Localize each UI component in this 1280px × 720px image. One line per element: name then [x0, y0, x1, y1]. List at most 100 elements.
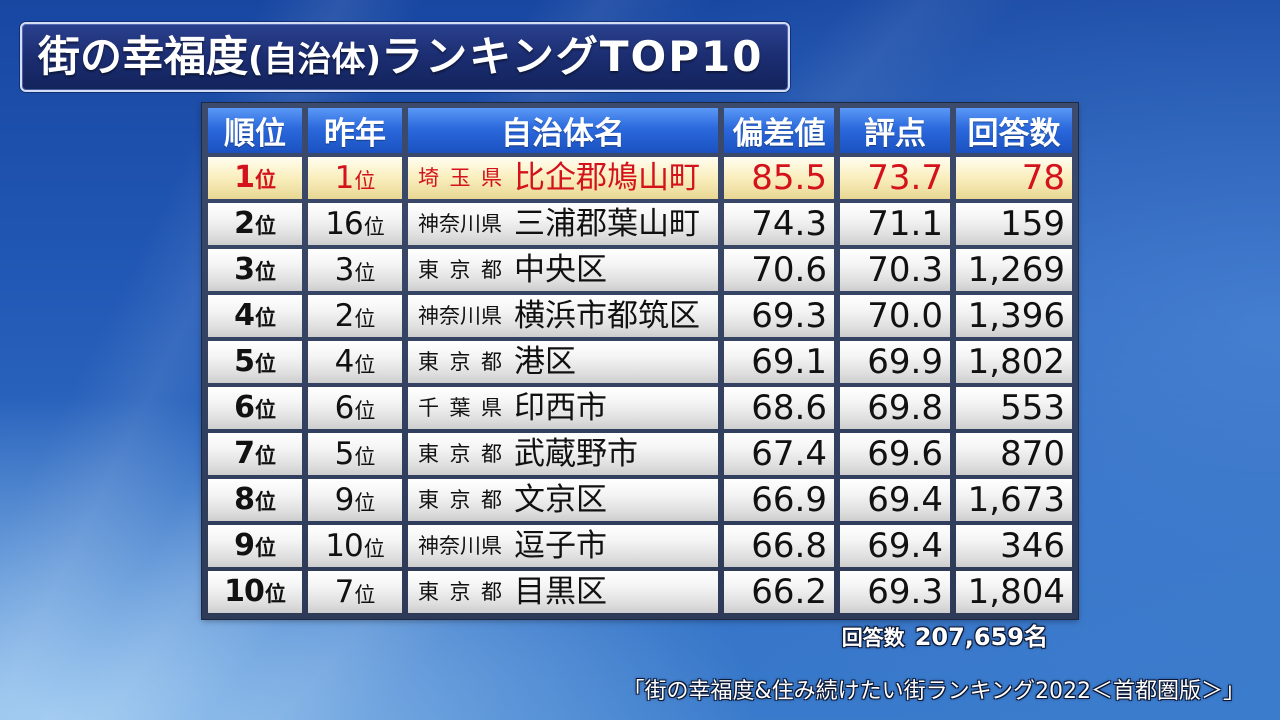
deviation-cell: 69.3	[724, 295, 834, 337]
rank-cell: 7位	[208, 433, 302, 475]
prefecture-name: 埼玉県	[418, 165, 502, 190]
last-year-rank-label: 4位	[335, 346, 376, 378]
last-year-rank-label: 7位	[334, 573, 376, 610]
last-year-number: 1	[334, 159, 355, 196]
prefecture-name: 千葉県	[418, 395, 502, 420]
rank-label: 4位	[234, 301, 276, 331]
responses-value: 1,396	[967, 296, 1065, 336]
table-row: 2位 16位 神奈川県 三浦郡葉山町 74.3 71.1 159	[208, 203, 1072, 245]
responses-value: 553	[1000, 388, 1065, 428]
responses-value: 1,802	[967, 342, 1065, 382]
prefecture-name: 東京都	[418, 441, 502, 466]
last-year-number: 10	[325, 527, 363, 564]
rank-suffix: 位	[264, 582, 286, 606]
table-row: 10位 7位 東京都 目黒区 66.2 69.3 1,804	[208, 571, 1072, 613]
municipality-cell: 神奈川県 逗子市	[408, 525, 718, 567]
last-year-rank-label: 1位	[334, 159, 376, 196]
deviation-value: 85.5	[751, 158, 827, 198]
table-row: 7位 5位 東京都 武蔵野市 67.4 69.6 870	[208, 433, 1072, 475]
header-deviation: 偏差値	[724, 108, 834, 153]
score-cell: 69.9	[840, 341, 950, 383]
last-year-rank-cell: 1位	[308, 157, 402, 199]
last-year-rank-cell: 7位	[308, 571, 402, 613]
deviation-value: 66.9	[751, 480, 827, 520]
last-year-suffix: 位	[354, 306, 376, 331]
total-responses-value: 207,659名	[914, 623, 1048, 651]
score-value: 71.1	[867, 204, 943, 244]
responses-value: 1,269	[967, 250, 1065, 290]
score-value: 69.4	[867, 526, 943, 566]
last-year-suffix: 位	[363, 214, 385, 239]
table-row: 4位 2位 神奈川県 横浜市都筑区 69.3 70.0 1,396	[208, 295, 1072, 337]
score-cell: 70.3	[840, 249, 950, 291]
prefecture-name: 神奈川県	[418, 303, 502, 328]
last-year-number: 5	[334, 435, 355, 472]
header-last-year: 昨年	[308, 108, 402, 153]
responses-value: 78	[1021, 158, 1065, 198]
municipality-name: 横浜市都筑区	[514, 297, 700, 334]
score-value: 69.4	[867, 480, 943, 520]
deviation-cell: 69.1	[724, 341, 834, 383]
score-cell: 69.3	[840, 571, 950, 613]
last-year-rank-cell: 2位	[308, 295, 402, 337]
table-row: 3位 3位 東京都 中央区 70.6 70.3 1,269	[208, 249, 1072, 291]
last-year-rank-cell: 4位	[308, 341, 402, 383]
title-paren: (自治体)	[248, 40, 382, 80]
municipality-name: 中央区	[514, 251, 607, 288]
source-caption: 「街の幸福度&住み続けたい街ランキング2022＜首都圏版＞」	[622, 679, 1246, 704]
municipality-cell: 東京都 文京区	[408, 479, 718, 521]
title-tail: ランキングTOP10	[381, 32, 764, 81]
last-year-suffix: 位	[363, 536, 385, 561]
rank-suffix: 位	[254, 168, 276, 192]
score-cell: 73.7	[840, 157, 950, 199]
score-value: 69.6	[867, 434, 943, 474]
rank-cell: 1位	[208, 157, 302, 199]
responses-cell: 1,802	[956, 341, 1072, 383]
rank-label: 7位	[234, 439, 276, 469]
rank-label: 5位	[234, 347, 276, 377]
municipality-name: 印西市	[514, 389, 607, 426]
deviation-cell: 66.2	[724, 571, 834, 613]
rank-number: 8	[234, 482, 255, 517]
rank-number: 1	[234, 160, 255, 195]
last-year-number: 7	[334, 573, 355, 610]
total-responses: 回答数 207,659名	[842, 622, 1048, 652]
deviation-cell: 68.6	[724, 387, 834, 429]
table-row: 6位 6位 千葉県 印西市 68.6 69.8 553	[208, 387, 1072, 429]
rank-number: 9	[234, 528, 255, 563]
rank-suffix: 位	[254, 398, 276, 422]
rank-label: 8位	[234, 485, 276, 515]
responses-cell: 1,269	[956, 249, 1072, 291]
deviation-cell: 66.8	[724, 525, 834, 567]
last-year-suffix: 位	[354, 582, 376, 607]
deviation-cell: 70.6	[724, 249, 834, 291]
table-header-row: 順位 昨年 自治体名 偏差値 評点 回答数	[208, 108, 1072, 153]
rank-number: 4	[234, 298, 255, 333]
rank-suffix: 位	[254, 214, 276, 238]
municipality-name: 目黒区	[514, 573, 607, 610]
rank-cell: 5位	[208, 341, 302, 383]
rank-cell: 10位	[208, 571, 302, 613]
page-title: 街の幸福度(自治体)ランキングTOP10	[38, 24, 763, 90]
last-year-suffix: 位	[354, 168, 376, 193]
municipality-name: 比企郡鳩山町	[514, 159, 700, 196]
deviation-value: 68.6	[751, 388, 827, 428]
municipality-name: 逗子市	[514, 527, 607, 564]
deviation-value: 67.4	[751, 434, 827, 474]
last-year-rank-label: 9位	[335, 484, 376, 516]
rank-cell: 3位	[208, 249, 302, 291]
last-year-rank-label: 10位	[325, 527, 385, 564]
last-year-rank-cell: 9位	[308, 479, 402, 521]
table-row: 5位 4位 東京都 港区 69.1 69.9 1,802	[208, 341, 1072, 383]
deviation-value: 66.2	[751, 572, 827, 612]
deviation-value: 66.8	[751, 526, 827, 566]
deviation-value: 74.3	[751, 204, 827, 244]
rank-suffix: 位	[254, 536, 276, 560]
last-year-rank-cell: 10位	[308, 525, 402, 567]
prefecture-name: 東京都	[418, 257, 502, 282]
prefecture-name: 神奈川県	[418, 533, 502, 558]
score-cell: 69.8	[840, 387, 950, 429]
header-responses: 回答数	[956, 108, 1072, 153]
last-year-suffix: 位	[354, 352, 376, 377]
last-year-rank-label: 3位	[335, 254, 376, 286]
